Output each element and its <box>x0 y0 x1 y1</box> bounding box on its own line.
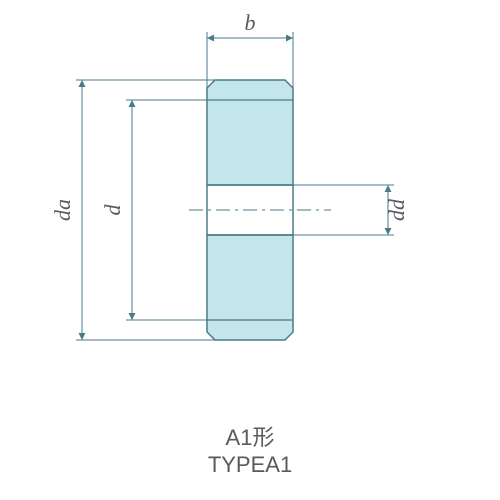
section-upper <box>207 80 293 185</box>
section-lower <box>207 235 293 340</box>
label-da: da <box>50 199 75 221</box>
caption-line1: A1形 <box>226 425 275 450</box>
label-dd: dd <box>384 198 409 221</box>
gear-section-diagram: bdadddA1形TYPEA1 <box>0 0 500 500</box>
label-b: b <box>245 10 256 35</box>
caption: A1形TYPEA1 <box>208 425 292 477</box>
caption-line2: TYPEA1 <box>208 452 292 477</box>
label-d: d <box>100 204 125 216</box>
